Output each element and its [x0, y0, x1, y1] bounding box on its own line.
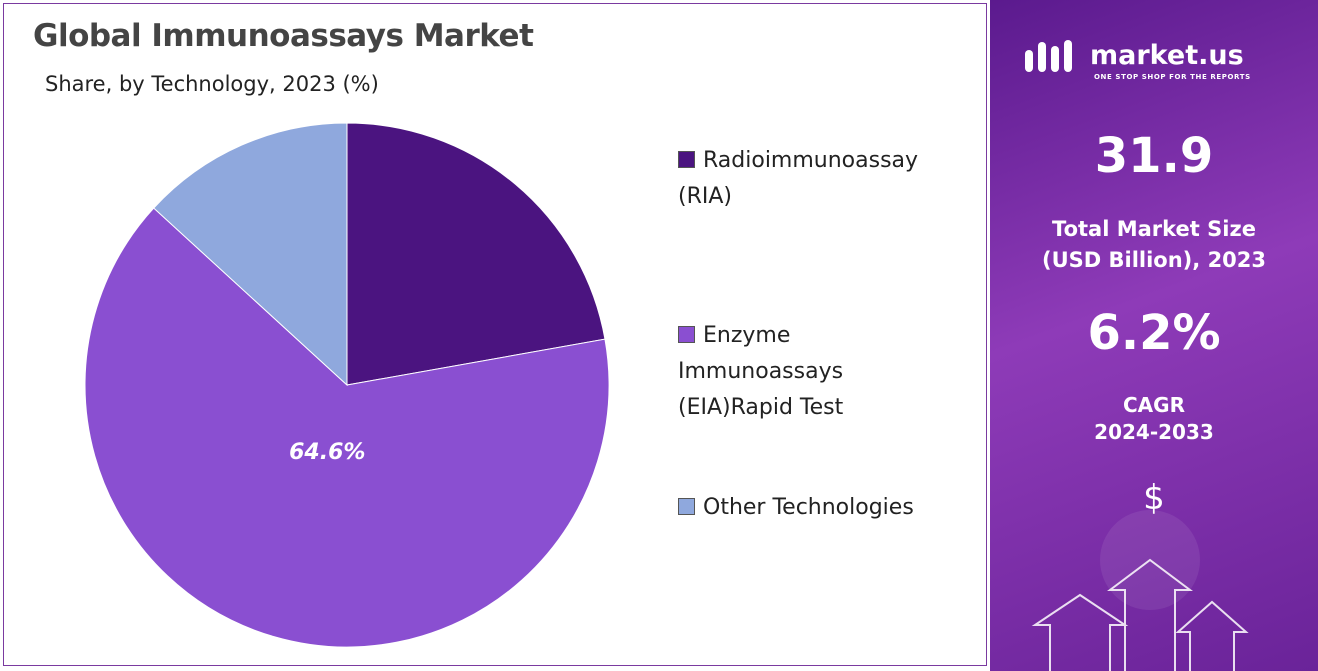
side-panel: market.us ONE STOP SHOP FOR THE REPORTS …: [990, 0, 1318, 671]
currency-icon: $: [1143, 478, 1165, 518]
pie-slice: [153, 122, 348, 387]
legend-item: Other Technologies: [678, 490, 940, 526]
legend-item: Enzyme Immunoassays (EIA)Rapid Test: [678, 318, 940, 426]
legend-swatch: [678, 326, 695, 343]
legend-label: Other Technologies: [703, 495, 914, 520]
pie-slice: [346, 122, 606, 386]
pie-chart: 64.6%: [84, 122, 610, 648]
pie-slice: [84, 207, 610, 648]
legend-item: Radioimmunoassay (RIA): [678, 143, 940, 215]
legend-label: Enzyme Immunoassays (EIA)Rapid Test: [678, 323, 844, 420]
legend-label: Radioimmunoassay (RIA): [678, 148, 919, 209]
legend-swatch: [678, 151, 695, 168]
tagline: ONE STOP SHOP FOR THE REPORTS: [1094, 73, 1251, 81]
market-size-label: Total Market Size (USD Billion), 2023: [1041, 217, 1267, 272]
cagr-period: 2024-2033: [1094, 420, 1214, 444]
chart-title: Global Immunoassays Market: [33, 18, 534, 54]
decor: [1025, 40, 1249, 671]
cagr: 6.2%: [1087, 305, 1221, 361]
legend-swatch: [678, 498, 695, 515]
cagr-label: CAGR: [1123, 393, 1185, 417]
market-size: 31.9: [1094, 128, 1214, 184]
chart-subtitle: Share, by Technology, 2023 (%): [45, 72, 379, 96]
value-label: 64.6%: [289, 440, 365, 465]
chart-frame: [3, 3, 987, 666]
brand: market.us: [1090, 40, 1244, 71]
